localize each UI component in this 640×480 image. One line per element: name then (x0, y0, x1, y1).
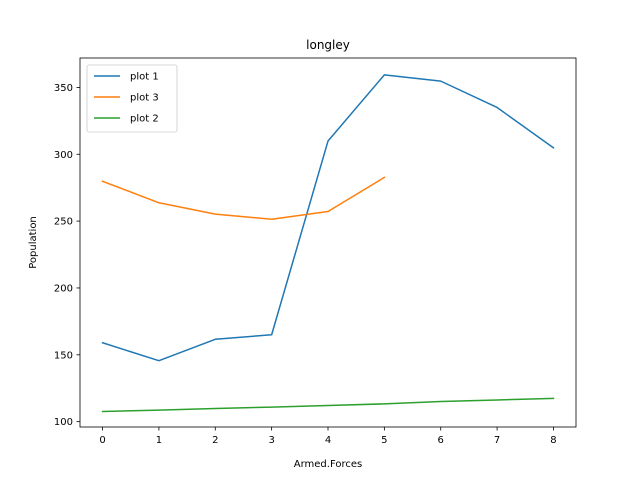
series-line-plot-3 (101, 176, 386, 220)
legend: plot 1 plot 3 plot 2 (86, 64, 178, 133)
legend-box (86, 64, 178, 133)
x-axis: 0 1 2 3 4 5 6 7 8 (99, 427, 557, 446)
y-tick-label: 250 (54, 217, 73, 228)
y-axis: 100 150 200 250 300 350 (54, 83, 80, 428)
x-tick-label: 1 (156, 435, 162, 446)
x-tick-label: 5 (381, 435, 387, 446)
x-tick-label: 8 (550, 435, 556, 446)
legend-entry-label: plot 2 (130, 114, 159, 125)
x-tick-label: 2 (212, 435, 218, 446)
x-tick-label: 0 (99, 435, 105, 446)
x-tick-label: 3 (268, 435, 274, 446)
legend-entry-label: plot 1 (130, 72, 159, 83)
y-axis-label: Population (28, 216, 39, 269)
series-line-plot-1 (101, 74, 555, 362)
chart-title: longley (306, 38, 350, 52)
y-tick-label: 350 (54, 83, 73, 94)
y-tick-label: 150 (54, 350, 73, 361)
y-tick-label: 300 (54, 150, 73, 161)
x-axis-label: Armed.Forces (294, 459, 362, 470)
x-tick-label: 6 (438, 435, 444, 446)
x-tick-label: 7 (494, 435, 500, 446)
y-tick-label: 200 (54, 283, 73, 294)
series-line-plot-2 (101, 397, 555, 413)
series-layer (101, 74, 555, 413)
x-tick-label: 4 (325, 435, 331, 446)
legend-entry-label: plot 3 (130, 93, 159, 104)
y-tick-label: 100 (54, 417, 73, 428)
